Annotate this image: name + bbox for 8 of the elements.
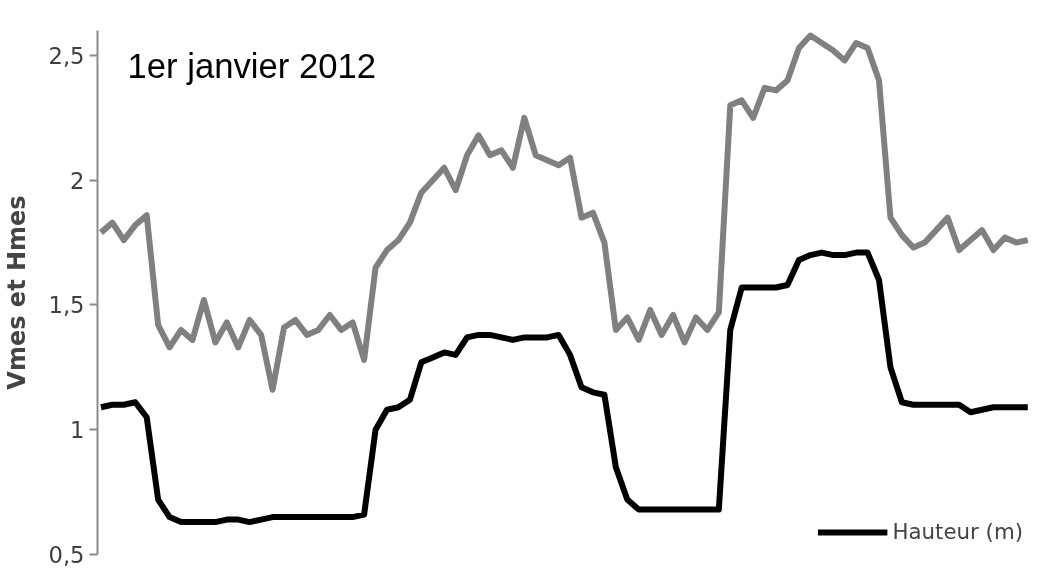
- legend-label: Hauteur (m): [892, 519, 1023, 544]
- y-tick-label: 1,5: [48, 292, 85, 319]
- y-tick-label: 2: [70, 167, 85, 194]
- y-tick-label: 2,5: [48, 42, 85, 69]
- y-axis-title: Vmes et Hmes: [3, 195, 32, 390]
- annotation: 1er janvier 2012: [127, 46, 377, 85]
- y-tick-label: 0,5: [48, 542, 85, 568]
- y-tick-label: 1: [70, 417, 85, 444]
